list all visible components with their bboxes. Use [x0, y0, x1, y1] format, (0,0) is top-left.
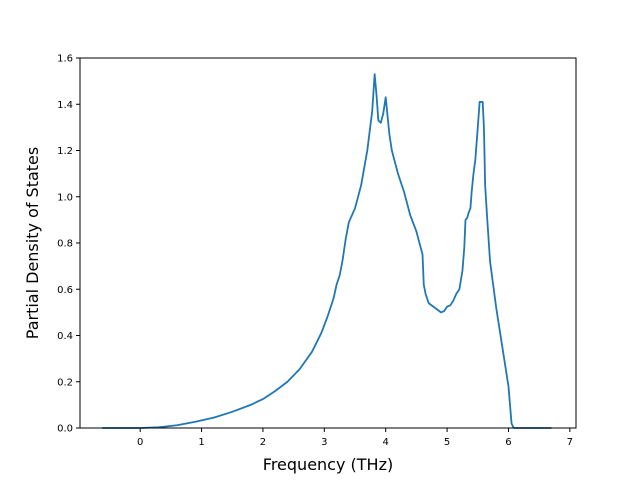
x-tick-label: 7	[567, 437, 573, 448]
y-axis-label: Partial Density of States	[23, 147, 42, 339]
y-tick-label: 0.6	[57, 285, 73, 296]
y-tick-label: 1.2	[57, 146, 73, 157]
y-tick-label: 0.8	[57, 239, 73, 250]
pdos-series-line	[102, 73, 552, 429]
x-axis-ticks: 0 1 2 3 4 5 6 7	[137, 428, 573, 448]
x-tick-label: 6	[505, 437, 511, 448]
plot-area	[80, 58, 576, 428]
x-tick-label: 1	[198, 437, 204, 448]
x-axis-label: Frequency (THz)	[263, 455, 393, 474]
y-tick-label: 0.4	[57, 331, 73, 342]
y-tick-label: 1.6	[57, 54, 73, 65]
x-tick-label: 4	[383, 437, 389, 448]
x-tick-label: 3	[321, 437, 327, 448]
x-tick-label: 0	[137, 437, 143, 448]
plot-frame	[79, 57, 577, 429]
y-tick-label: 0.2	[57, 377, 73, 388]
y-axis-ticks: 0.0 0.2 0.4 0.6 0.8 1.0 1.2 1.4 1.6	[57, 54, 80, 435]
y-tick-label: 1.4	[57, 100, 73, 111]
y-tick-label: 1.0	[57, 192, 73, 203]
x-tick-label: 2	[260, 437, 266, 448]
x-tick-label: 5	[444, 437, 450, 448]
y-tick-label: 0.0	[57, 424, 73, 435]
